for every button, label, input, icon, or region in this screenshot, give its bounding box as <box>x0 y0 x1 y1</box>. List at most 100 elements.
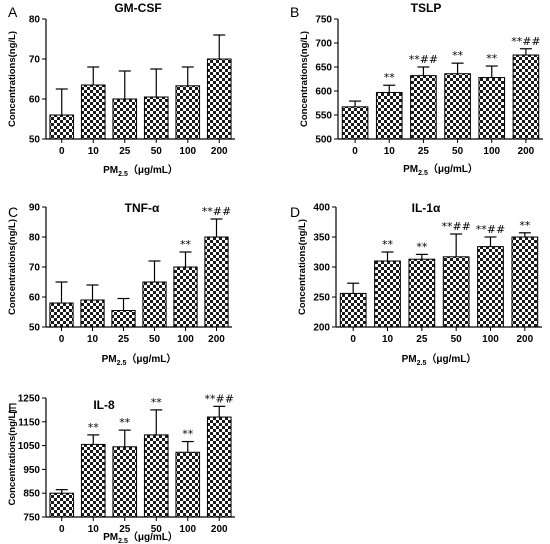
bar-10 <box>375 91 403 140</box>
x-tick-label: 0 <box>59 334 65 345</box>
x-tick-label: 0 <box>59 146 65 157</box>
y-tick-label: 350 <box>313 233 330 244</box>
significance-label: ** <box>486 52 498 65</box>
x-tick-label: 100 <box>177 334 194 345</box>
bar-0 <box>49 492 75 518</box>
chart-title: GM-CSF <box>114 1 161 15</box>
y-tick-label: 500 <box>315 135 332 146</box>
bar-10 <box>80 84 106 140</box>
x-tick-label: 0 <box>350 334 356 345</box>
x-tick-label: 25 <box>119 524 131 535</box>
x-tick-label: 0 <box>59 524 65 535</box>
bar-100 <box>478 77 506 140</box>
y-tick-label: 650 <box>315 63 332 74</box>
y-tick-label: 300 <box>313 263 330 274</box>
bar-25 <box>410 75 437 140</box>
significance-label: **## <box>409 53 438 66</box>
y-tick-label: 70 <box>29 263 41 274</box>
bar-50 <box>143 434 169 518</box>
x-tick-label: 25 <box>118 334 130 345</box>
chart-panel-c: C TNF-α Concentrations(ng/L) 0 10 25 50 ** 100 **… <box>7 201 232 367</box>
y-axis-label: Concentrations(ng/L) <box>7 31 18 127</box>
x-tick-label: 10 <box>384 146 396 157</box>
x-axis-label: PM2.5（μg/mL） <box>103 163 178 178</box>
bar-200 <box>204 236 229 328</box>
chart-title: TNF-α <box>125 201 160 215</box>
y-tick-label: 550 <box>315 111 332 122</box>
chart-panel-e: E IL-8 Concentrations(ng/L) 0 ** 10 ** 25 ** 50 **… <box>7 392 235 544</box>
significance-label: **## <box>476 223 505 236</box>
y-tick-label: 200 <box>313 323 330 334</box>
y-tick-label: 70 <box>29 55 41 66</box>
bar-200 <box>511 236 539 328</box>
x-axis-label: PM2.5（μg/mL） <box>103 530 178 544</box>
y-tick-label: 90 <box>29 203 41 214</box>
y-tick-label: 80 <box>29 233 41 244</box>
x-axis-label: PM2.5（μg/mL） <box>403 162 478 177</box>
bar-50 <box>444 73 471 140</box>
significance-label: ** <box>88 421 100 434</box>
x-tick-label: 100 <box>179 146 196 157</box>
y-tick-label: 750 <box>23 513 40 524</box>
bar-10 <box>80 299 105 328</box>
x-tick-label: 50 <box>149 334 161 345</box>
significance-label: ** <box>182 428 194 441</box>
y-axis-label: Concentrations(ng/L) <box>7 219 18 315</box>
y-tick-label: 250 <box>313 293 330 304</box>
significance-label: ** <box>384 71 396 84</box>
y-tick-label: 1150 <box>18 417 40 428</box>
x-tick-label: 50 <box>452 146 464 157</box>
x-tick-label: 10 <box>88 146 100 157</box>
bar-200 <box>206 416 232 518</box>
significance-label: ** <box>416 240 428 253</box>
x-tick-label: 50 <box>151 146 163 157</box>
significance-label: ** <box>452 49 464 62</box>
x-tick-label: 25 <box>418 146 430 157</box>
chart-panel-b: B TSLP Concentrations(ng/L) 0 ** 10 **## 25 ** 50… <box>290 1 543 177</box>
bar-0 <box>339 292 367 328</box>
x-tick-label: 25 <box>119 146 131 157</box>
bar-100 <box>173 266 198 328</box>
x-tick-label: 200 <box>208 334 225 345</box>
y-tick-label: 850 <box>23 489 40 500</box>
significance-label: ** <box>519 219 531 232</box>
x-axis-label: PM2.5（μg/mL） <box>102 352 177 367</box>
bar-50 <box>142 281 167 328</box>
x-tick-label: 200 <box>518 146 535 157</box>
panel-letter: A <box>8 4 18 20</box>
x-tick-label: 100 <box>482 334 499 345</box>
significance-label: **## <box>441 220 470 233</box>
significance-label: ** <box>151 396 163 409</box>
bar-10 <box>374 260 401 328</box>
significance-label: **## <box>511 35 540 48</box>
bar-100 <box>175 85 201 140</box>
panel-letter: B <box>290 4 299 20</box>
chart-title: IL-8 <box>93 398 115 412</box>
x-tick-label: 200 <box>211 146 228 157</box>
bar-100 <box>477 246 504 328</box>
y-axis-label: Concentrations(ng/L) <box>7 409 18 505</box>
x-tick-label: 0 <box>352 146 358 157</box>
chart-panel-a: A GM-CSF Concentrations(ng/L) 0 10 25 50 100 200… <box>7 1 235 178</box>
bar-100 <box>175 451 201 518</box>
chart-panel-d: D IL-1α Concentrations(ng/L) 0 ** 10 ** 25 **## 5… <box>290 201 542 367</box>
bar-200 <box>206 58 232 140</box>
y-tick-label: 50 <box>29 135 41 146</box>
y-tick-label: 1050 <box>18 441 41 452</box>
y-tick-label: 400 <box>313 203 330 214</box>
chart-title: IL-1α <box>412 201 441 215</box>
y-tick-label: 80 <box>29 15 41 26</box>
x-tick-label: 25 <box>416 334 428 345</box>
bar-0 <box>341 106 369 140</box>
bar-0 <box>49 114 75 140</box>
bar-25 <box>111 310 136 328</box>
y-tick-label: 50 <box>29 323 41 334</box>
bar-200 <box>512 54 540 140</box>
y-tick-label: 750 <box>315 15 332 26</box>
y-tick-label: 1250 <box>18 394 41 405</box>
significance-label: **## <box>205 392 234 405</box>
x-tick-label: 10 <box>88 524 100 535</box>
panel-letter: C <box>8 204 18 220</box>
y-tick-label: 700 <box>315 39 332 50</box>
y-tick-label: 600 <box>315 87 332 98</box>
